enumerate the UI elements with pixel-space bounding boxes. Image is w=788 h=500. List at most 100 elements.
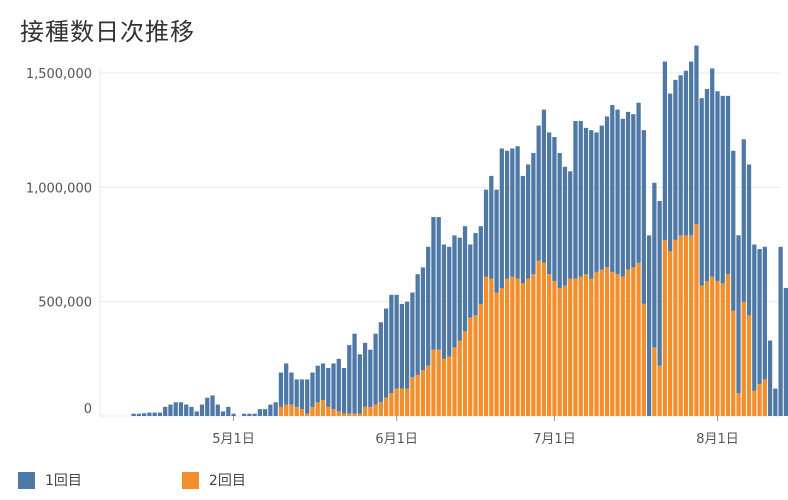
bar-2nd-dose[interactable] [284,404,289,416]
bar-2nd-dose[interactable] [562,285,568,416]
bar-2nd-dose[interactable] [668,251,673,416]
bar-2nd-dose[interactable] [752,390,757,416]
bar-1st-dose[interactable] [383,308,389,398]
bar-2nd-dose[interactable] [320,399,326,416]
bar-1st-dose[interactable] [299,379,305,410]
bar-1st-dose[interactable] [657,201,662,366]
bar-1st-dose[interactable] [415,274,420,375]
bar-1st-dose[interactable] [310,372,315,407]
bar-2nd-dose[interactable] [473,315,478,416]
bar-2nd-dose[interactable] [662,239,668,416]
bar-2nd-dose[interactable] [373,404,378,416]
bar-1st-dose[interactable] [725,95,731,275]
bar-1st-dose[interactable] [620,118,625,277]
bar-2nd-dose[interactable] [352,413,357,416]
bar-2nd-dose[interactable] [620,276,625,416]
bar-1st-dose[interactable] [315,365,320,403]
bar-1st-dose[interactable] [489,175,494,279]
bar-1st-dose[interactable] [389,294,394,394]
bar-1st-dose[interactable] [326,367,331,407]
bar-1st-dose[interactable] [136,413,142,416]
bar-1st-dose[interactable] [715,91,720,282]
bar-2nd-dose[interactable] [468,317,473,416]
bar-2nd-dose[interactable] [741,301,746,416]
bar-1st-dose[interactable] [199,404,205,416]
bar-1st-dose[interactable] [594,132,599,272]
bar-1st-dose[interactable] [420,267,426,371]
bar-1st-dose[interactable] [752,244,757,391]
bar-1st-dose[interactable] [220,411,226,416]
bar-2nd-dose[interactable] [604,267,610,416]
bar-2nd-dose[interactable] [368,406,373,416]
bar-1st-dose[interactable] [668,93,673,252]
bar-2nd-dose[interactable] [631,267,636,416]
bar-1st-dose[interactable] [252,413,257,416]
bar-1st-dose[interactable] [441,244,447,359]
bar-2nd-dose[interactable] [699,285,704,416]
bar-2nd-dose[interactable] [310,406,315,416]
bar-1st-dose[interactable] [536,125,541,261]
bar-1st-dose[interactable] [168,404,173,416]
bar-2nd-dose[interactable] [746,315,752,416]
bar-2nd-dose[interactable] [331,409,336,416]
bar-1st-dose[interactable] [678,75,683,236]
bar-1st-dose[interactable] [336,358,341,412]
bar-1st-dose[interactable] [157,412,163,416]
bar-1st-dose[interactable] [405,301,410,389]
bar-1st-dose[interactable] [294,379,299,407]
bar-2nd-dose[interactable] [489,278,494,416]
bar-1st-dose[interactable] [189,406,194,416]
bar-2nd-dose[interactable] [641,303,646,416]
bar-2nd-dose[interactable] [457,340,462,416]
bar-2nd-dose[interactable] [378,402,383,416]
bar-1st-dose[interactable] [531,153,536,275]
bar-1st-dose[interactable] [573,121,578,279]
bar-1st-dose[interactable] [452,235,457,348]
bar-1st-dose[interactable] [526,164,531,279]
bar-1st-dose[interactable] [736,235,741,394]
bar-1st-dose[interactable] [499,148,504,288]
bar-1st-dose[interactable] [552,137,557,282]
bar-2nd-dose[interactable] [431,349,436,416]
bar-2nd-dose[interactable] [336,411,341,416]
bar-1st-dose[interactable] [273,402,278,416]
bar-1st-dose[interactable] [378,322,383,403]
bar-1st-dose[interactable] [473,233,478,316]
bar-1st-dose[interactable] [557,153,562,288]
bar-1st-dose[interactable] [589,130,594,279]
bar-1st-dose[interactable] [173,402,178,416]
bar-1st-dose[interactable] [394,294,399,389]
bar-1st-dose[interactable] [468,244,473,318]
bar-1st-dose[interactable] [462,226,468,332]
bar-2nd-dose[interactable] [410,377,415,416]
bar-2nd-dose[interactable] [636,262,641,416]
bar-1st-dose[interactable] [194,411,199,416]
bar-1st-dose[interactable] [436,217,441,350]
bar-2nd-dose[interactable] [326,406,331,416]
bar-1st-dose[interactable] [631,114,636,268]
bar-1st-dose[interactable] [131,413,136,416]
bar-1st-dose[interactable] [683,70,689,236]
bar-1st-dose[interactable] [762,246,767,380]
bar-2nd-dose[interactable] [715,281,720,416]
bar-1st-dose[interactable] [694,45,699,224]
bar-1st-dose[interactable] [625,111,631,270]
bar-2nd-dose[interactable] [289,404,294,416]
bar-1st-dose[interactable] [689,61,694,236]
bar-1st-dose[interactable] [184,404,189,416]
bar-2nd-dose[interactable] [483,276,489,416]
bar-2nd-dose[interactable] [583,274,589,416]
bar-1st-dose[interactable] [773,388,778,416]
bar-2nd-dose[interactable] [341,413,347,416]
bar-1st-dose[interactable] [215,404,220,416]
bar-2nd-dose[interactable] [625,269,631,416]
bar-1st-dose[interactable] [520,175,525,284]
bar-1st-dose[interactable] [615,109,620,275]
bar-2nd-dose[interactable] [736,393,741,416]
bar-2nd-dose[interactable] [478,303,483,416]
bar-1st-dose[interactable] [478,226,483,304]
bar-1st-dose[interactable] [431,217,436,350]
bar-2nd-dose[interactable] [678,235,683,416]
bar-2nd-dose[interactable] [731,310,736,416]
bar-1st-dose[interactable] [568,171,573,279]
